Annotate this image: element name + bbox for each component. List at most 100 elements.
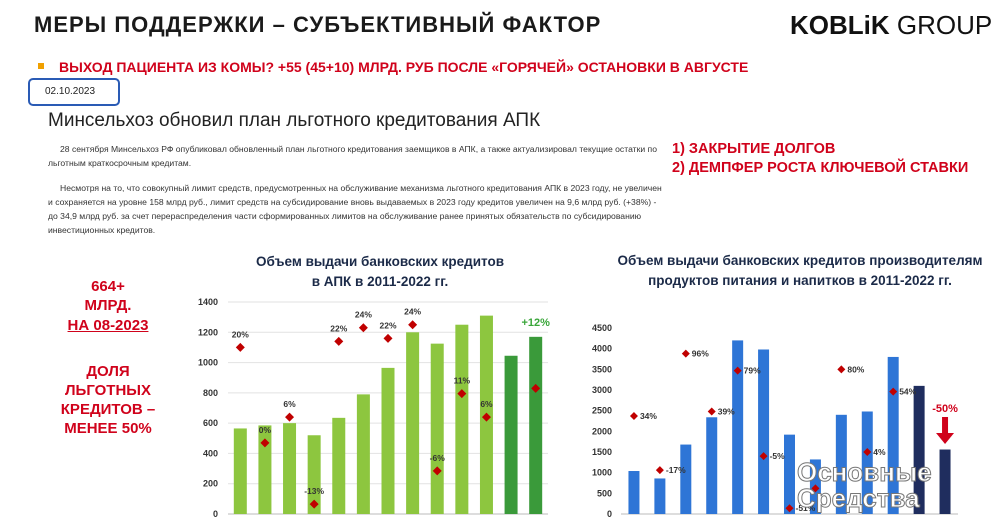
share-label-3: КРЕДИТОВ – xyxy=(60,401,156,418)
chart1-growth-marker xyxy=(260,438,270,448)
page-title: МЕРЫ ПОДДЕРЖКИ – СУБЪЕКТИВНЫЙ ФАКТОР xyxy=(34,12,602,37)
chart1-y-tick-label: 1200 xyxy=(198,327,218,337)
chart2-bar xyxy=(732,340,744,514)
chart2-growth-marker xyxy=(733,366,742,375)
chart1-title-line2: в АПК в 2011-2022 гг. xyxy=(311,274,449,289)
chart2-growth-label: -51% xyxy=(796,503,816,513)
chart1-bar xyxy=(455,324,469,514)
chart1-growth-marker xyxy=(457,389,467,399)
bullet-square-icon xyxy=(38,63,44,69)
chart2-growth-marker xyxy=(889,387,898,396)
chart2-growth-label: 39% xyxy=(718,406,735,416)
chart1-highlight-label: +12% xyxy=(521,317,550,329)
chart1-y-tick-label: 0 xyxy=(213,509,218,519)
company-logo: KOBLiK GROUP xyxy=(790,10,992,41)
chart2-down-arrow-shaft xyxy=(942,417,949,433)
chart2-bar xyxy=(835,414,847,514)
chart2-growth-marker xyxy=(655,466,664,475)
chart1-growth-marker xyxy=(383,333,393,343)
chart1-bar xyxy=(381,367,395,514)
chart2-down-arrow-icon xyxy=(936,433,955,444)
slide-subtitle: ВЫХОД ПАЦИЕНТА ИЗ КОМЫ? +55 (45+10) МЛРД… xyxy=(59,59,749,75)
chart1-bar xyxy=(529,336,543,514)
loan-amount-label: 664+ xyxy=(91,278,125,295)
chart1-title-line1: Объем выдачи банковских кредитов xyxy=(256,254,504,269)
chart2-bar xyxy=(680,444,692,514)
chart1-growth-marker xyxy=(432,466,442,476)
chart2-growth-label: 54% xyxy=(899,387,916,397)
chart2-growth-marker xyxy=(759,452,768,461)
chart1-y-tick-label: 800 xyxy=(203,388,218,398)
chart1-bar xyxy=(406,332,420,514)
chart2-highlight-label: -50% xyxy=(932,403,958,415)
chart2-bar xyxy=(913,385,925,514)
logo-light-text: GROUP xyxy=(889,10,993,40)
chart1-growth-label: -6% xyxy=(430,453,446,463)
watermark-line1: Основные xyxy=(797,457,932,487)
article-paragraph-2: Несмотря на то, что совокупный лимит сре… xyxy=(48,183,662,235)
chart1-growth-marker xyxy=(309,499,319,509)
chart2-y-tick-label: 1500 xyxy=(592,447,612,457)
chart2-bar xyxy=(784,434,795,514)
chart1-y-tick-label: 400 xyxy=(203,448,218,458)
chart2-growth-marker xyxy=(681,349,690,358)
chart2-growth-label: 34% xyxy=(640,411,657,421)
chart2-growth-marker xyxy=(629,412,638,421)
chart2-bar xyxy=(887,356,899,514)
chart1-bar xyxy=(283,423,297,514)
logo-bold-text: KOBLiK xyxy=(790,10,890,40)
chart2-growth-label: 79% xyxy=(744,366,761,376)
chart1-y-tick-label: 1000 xyxy=(198,358,218,368)
chart2-growth-marker xyxy=(837,365,846,374)
chart2-y-tick-label: 2500 xyxy=(592,406,612,416)
chart2-y-tick-label: 3500 xyxy=(592,364,612,374)
chart1-growth-label: 20% xyxy=(232,329,249,339)
chart1-growth-marker xyxy=(481,412,491,422)
chart1-growth-marker xyxy=(358,323,368,333)
chart2-y-tick-label: 2000 xyxy=(592,426,612,436)
chart1-growth-label: 11% xyxy=(454,376,471,386)
chart1-growth-label: 6% xyxy=(480,399,493,409)
chart2-y-tick-label: 0 xyxy=(607,509,612,519)
chart2-bar xyxy=(939,449,951,514)
chart2-bar xyxy=(654,478,666,514)
chart2-growth-label: 4% xyxy=(873,447,886,457)
chart2-growth-label: 80% xyxy=(847,364,864,374)
chart1-growth-marker xyxy=(408,320,418,330)
chart1-growth-marker xyxy=(235,342,245,352)
chart2-y-tick-label: 4000 xyxy=(592,344,612,354)
chart1-bar xyxy=(504,355,518,514)
chart1-bar xyxy=(307,435,321,514)
watermark-logo: Основные Средства xyxy=(797,457,933,514)
chart1-growth-marker xyxy=(531,383,541,393)
chart1-growth-label: 6% xyxy=(283,399,296,409)
chart1-growth-label: 22% xyxy=(379,320,396,330)
chart2-bar xyxy=(706,417,718,514)
loan-unit-label: МЛРД. xyxy=(84,297,132,314)
chart2-growth-label: 96% xyxy=(692,349,709,359)
chart2-growth-label: -17% xyxy=(666,465,686,475)
article-date: 02.10.2023 xyxy=(45,86,96,97)
share-label-4: МЕНЕЕ 50% xyxy=(64,420,152,437)
chart2-title-line1: Объем выдачи банковских кредитов произво… xyxy=(617,253,983,268)
chart2-growth-marker xyxy=(707,407,716,416)
chart1-y-tick-label: 200 xyxy=(203,479,218,489)
chart1-growth-label: 24% xyxy=(404,307,421,317)
chart2-y-tick-label: 500 xyxy=(597,488,612,498)
chart1-growth-label: 24% xyxy=(355,310,372,320)
chart2-y-tick-label: 3000 xyxy=(592,385,612,395)
chart2-bar xyxy=(861,411,873,514)
point-key-rate-damper: 2) ДЕМПФЕР РОСТА КЛЮЧЕВОЙ СТАВКИ xyxy=(672,160,969,176)
chart2-growth-marker xyxy=(863,448,872,456)
chart1-growth-marker xyxy=(285,412,295,422)
chart2-growth-marker xyxy=(785,504,794,513)
chart2-growth-marker xyxy=(811,484,820,493)
chart2-title-line2: продуктов питания и напитков в 2011-2022… xyxy=(648,273,952,288)
loan-date-label: НА 08-2023 xyxy=(67,317,149,334)
chart1-bar xyxy=(332,417,346,514)
chart2-growth-label: -5% xyxy=(770,451,786,461)
chart1-bar xyxy=(258,425,272,514)
point-close-debts: 1) ЗАКРЫТИЕ ДОЛГОВ xyxy=(672,141,836,157)
